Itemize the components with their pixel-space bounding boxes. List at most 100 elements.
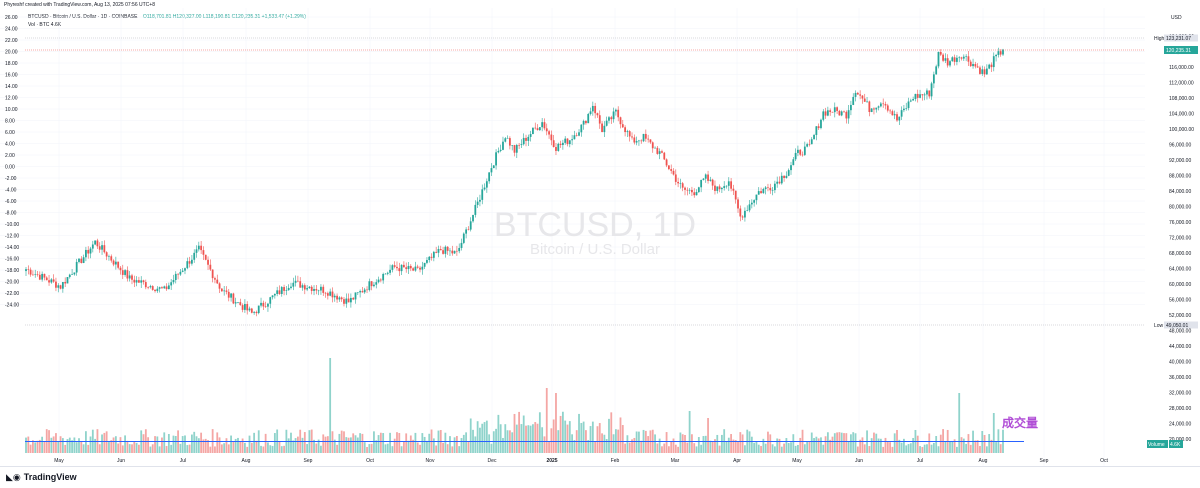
candle	[697, 186, 700, 194]
volume-bar	[495, 428, 497, 453]
volume-bar	[969, 444, 972, 453]
volume-bar	[207, 440, 209, 453]
volume-bar	[949, 441, 951, 453]
candle	[854, 90, 857, 102]
candle	[154, 289, 156, 293]
volume-bar	[184, 435, 186, 453]
candle	[359, 289, 362, 298]
volume-bar	[748, 431, 751, 453]
candle	[87, 246, 90, 259]
x-axis-tick: Jun	[855, 458, 863, 464]
candle	[527, 134, 530, 147]
volume-bar	[868, 445, 871, 453]
candle	[744, 207, 746, 222]
volume-bar	[525, 425, 527, 453]
candle	[57, 283, 60, 293]
candle	[119, 266, 122, 275]
candle	[59, 284, 62, 290]
volume-bar	[760, 445, 762, 453]
left-axis-tick: -24.00	[5, 303, 19, 309]
candle	[292, 277, 295, 291]
candle	[333, 293, 336, 302]
candle	[257, 305, 260, 315]
volume-bar	[638, 431, 640, 453]
price-volume-chart[interactable]: BTCUSD, 1D Bitcoin / U.S. Dollar 26.00 24…	[0, 0, 1200, 466]
volume-bar	[446, 444, 449, 453]
volume-bar	[331, 431, 334, 453]
volume-bar	[94, 438, 97, 453]
candle	[561, 139, 564, 150]
candle	[585, 120, 587, 125]
candle	[587, 112, 590, 124]
volume-bar	[810, 432, 813, 453]
volume-info[interactable]: Vol · BTC 4.6K	[28, 22, 61, 28]
candle	[430, 253, 433, 261]
volume-bar	[958, 393, 961, 453]
currency-label[interactable]: USD	[1171, 15, 1182, 21]
right-axis-tick: 100,000.00	[1169, 127, 1194, 133]
svg-text:49,050.01: 49,050.01	[1166, 323, 1188, 329]
candle	[294, 275, 297, 287]
volume-bar	[817, 438, 820, 453]
candle	[508, 136, 511, 150]
candle	[608, 115, 610, 124]
volume-bar	[361, 433, 364, 453]
volume-bar	[608, 418, 610, 453]
volume-bar	[368, 444, 371, 453]
candle	[937, 51, 940, 69]
candle	[803, 141, 806, 156]
candle	[345, 293, 348, 308]
volume-bar	[737, 441, 739, 453]
volume-bar	[815, 436, 818, 453]
candle	[921, 94, 924, 101]
candle	[578, 129, 580, 137]
candle	[105, 251, 108, 261]
candle	[449, 247, 451, 257]
volume-bar	[329, 358, 332, 453]
candle	[958, 56, 961, 63]
candle	[861, 95, 864, 104]
left-axis-tick: 18.00	[5, 61, 18, 67]
volume-bar	[255, 440, 258, 453]
candle	[244, 299, 246, 313]
svg-text:Volume: Volume	[1148, 442, 1165, 448]
candle	[515, 143, 518, 159]
candle	[177, 273, 179, 280]
candle	[928, 90, 931, 99]
volume-bar	[697, 437, 700, 453]
volume-bar	[912, 437, 915, 453]
volume-bar	[347, 437, 350, 453]
candle	[813, 133, 815, 140]
candle	[384, 273, 387, 275]
volume-bar	[628, 442, 631, 453]
candle	[518, 143, 521, 149]
candle	[912, 96, 915, 101]
volume-bar	[985, 446, 988, 453]
candle	[718, 184, 721, 193]
volume-bar	[442, 442, 444, 453]
left-axis-tick: 0.00	[5, 165, 15, 171]
candle	[36, 270, 39, 277]
volume-bar	[25, 437, 27, 453]
volume-bar	[621, 425, 624, 453]
volume-bar	[248, 435, 251, 453]
candle	[184, 267, 186, 275]
volume-bar	[820, 437, 822, 453]
left-axis-tick: -18.00	[5, 268, 19, 274]
candle	[340, 296, 343, 302]
tradingview-logo[interactable]: ◣◉ TradingView	[6, 472, 77, 483]
candle	[946, 54, 949, 68]
volume-bar	[589, 426, 592, 453]
candle	[490, 163, 493, 176]
candle	[919, 89, 921, 99]
volume-line: Vol · BTC 4.6K	[28, 22, 62, 28]
candle	[481, 184, 484, 205]
left-axis-tick: -12.00	[5, 234, 19, 240]
volume-bar	[598, 423, 601, 453]
volume-bar	[674, 444, 677, 453]
volume-bar	[847, 441, 850, 453]
volume-bar	[900, 442, 903, 453]
volume-bar	[504, 424, 507, 453]
volume-bar	[601, 433, 603, 453]
volume-bar	[124, 435, 126, 453]
